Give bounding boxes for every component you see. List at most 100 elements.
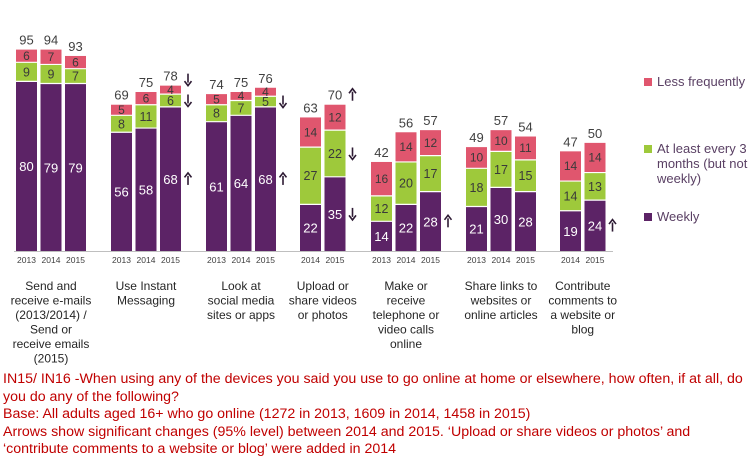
bar-three-months [395, 161, 417, 205]
bar-three-months [560, 181, 581, 211]
bar-weekly [395, 204, 417, 251]
data-label-three-months: 27 [304, 169, 318, 183]
category-label-line: online articles [464, 308, 537, 322]
bar-less-frequently [515, 136, 536, 160]
data-label-total: 78 [163, 69, 177, 84]
data-label-three-months: 7 [72, 70, 79, 84]
x-tick-label: 2014 [42, 255, 61, 265]
legend-label: Less frequently [657, 74, 746, 89]
data-label-less-frequently: 12 [424, 136, 438, 150]
category-label-line: video calls [378, 323, 434, 337]
bar-less-frequently [371, 161, 392, 196]
data-label-weekly: 30 [494, 212, 508, 227]
data-label-weekly: 35 [328, 207, 342, 222]
data-label-weekly: 21 [469, 222, 483, 237]
data-label-three-months: 9 [48, 67, 55, 81]
bar-three-months [16, 62, 37, 82]
bar-three-months [65, 68, 86, 84]
category-label-line: receive [387, 294, 426, 308]
legend-label: Weekly [657, 209, 700, 224]
bar-less-frequently [584, 142, 606, 173]
bar-less-frequently [206, 94, 227, 105]
data-label-three-months: 15 [519, 169, 533, 183]
data-label-weekly: 79 [44, 160, 58, 175]
data-label-total: 49 [469, 130, 483, 145]
data-label-weekly: 14 [374, 229, 388, 244]
bar-weekly [300, 204, 321, 251]
data-label-three-months: 17 [494, 163, 508, 177]
bar-weekly [40, 83, 62, 252]
bar-less-frequently [65, 55, 86, 69]
bar-weekly [466, 206, 487, 251]
arrow-up-icon [348, 87, 357, 101]
base-note: Base: All adults aged 16+ who go online … [3, 406, 531, 422]
legend-item: At least every 3 months (but not weekly) [644, 141, 748, 186]
bar-three-months [420, 155, 441, 192]
data-label-weekly: 80 [19, 159, 33, 174]
data-label-total: 75 [139, 75, 153, 90]
arrow-up-icon [278, 171, 288, 185]
data-label-weekly: 58 [139, 183, 153, 198]
bar-less-frequently [160, 85, 181, 95]
arrow-up-icon [443, 214, 453, 228]
data-label-three-months: 20 [399, 177, 413, 191]
category-label-line: comments to [548, 294, 617, 308]
question-note: IN15/ IN16 -When using any of the device… [3, 371, 743, 405]
bar-less-frequently [111, 104, 132, 116]
data-label-total: 74 [209, 77, 223, 92]
arrow-down-icon [348, 147, 357, 161]
bar-weekly [230, 115, 252, 251]
data-label-three-months: 13 [588, 180, 602, 194]
data-label-total: 50 [588, 126, 602, 141]
data-label-less-frequently: 10 [470, 151, 484, 165]
legend-item: Weekly [644, 209, 748, 224]
category-label-line: social media [208, 294, 275, 308]
arrow-down-icon [278, 95, 288, 109]
bar-three-months [230, 100, 252, 116]
category-label-line: online [390, 337, 422, 351]
bar-three-months [515, 159, 536, 192]
bar-weekly [560, 210, 581, 251]
bar-weekly [490, 187, 512, 251]
bar-weekly [16, 81, 37, 252]
data-label-less-frequently: 4 [262, 85, 269, 99]
bar-less-frequently [300, 117, 321, 148]
data-label-weekly: 24 [588, 219, 602, 234]
category-label-line: Messaging [117, 294, 175, 308]
data-label-total: 56 [399, 115, 413, 130]
data-label-three-months: 7 [238, 101, 245, 115]
data-label-three-months: 17 [424, 167, 438, 181]
data-label-less-frequently: 11 [519, 141, 532, 155]
bar-less-frequently [230, 92, 252, 101]
bar-less-frequently [466, 147, 487, 169]
category-label-line: receive e-mails [11, 294, 92, 308]
data-label-weekly: 61 [209, 179, 223, 194]
data-label-total: 69 [114, 88, 128, 103]
data-label-total: 54 [518, 120, 532, 135]
data-label-total: 57 [423, 113, 437, 128]
x-tick-label: 2015 [326, 255, 345, 265]
category-label-line: or photos [298, 308, 348, 322]
data-label-weekly: 64 [234, 176, 248, 191]
category-label-line: Send and [25, 279, 76, 293]
data-label-weekly: 68 [258, 172, 272, 187]
x-tick-label: 2014 [301, 255, 320, 265]
chart-notes: IN15/ IN16 -When using any of the device… [3, 371, 747, 459]
bar-weekly [111, 132, 132, 251]
bar-weekly [584, 200, 606, 251]
bar-three-months [490, 151, 512, 188]
data-label-three-months: 8 [118, 117, 125, 131]
bar-less-frequently [490, 130, 512, 152]
data-label-less-frequently: 14 [399, 140, 413, 154]
data-label-total: 95 [19, 33, 33, 48]
legend-swatch [644, 145, 652, 153]
bar-weekly [324, 176, 346, 251]
category-label-line: Make or [384, 279, 427, 293]
data-label-less-frequently: 16 [375, 172, 389, 186]
data-label-three-months: 6 [167, 94, 174, 108]
x-tick-label: 2013 [467, 255, 486, 265]
data-label-weekly: 28 [518, 214, 532, 229]
bar-three-months [255, 96, 276, 107]
data-label-weekly: 19 [563, 224, 577, 239]
